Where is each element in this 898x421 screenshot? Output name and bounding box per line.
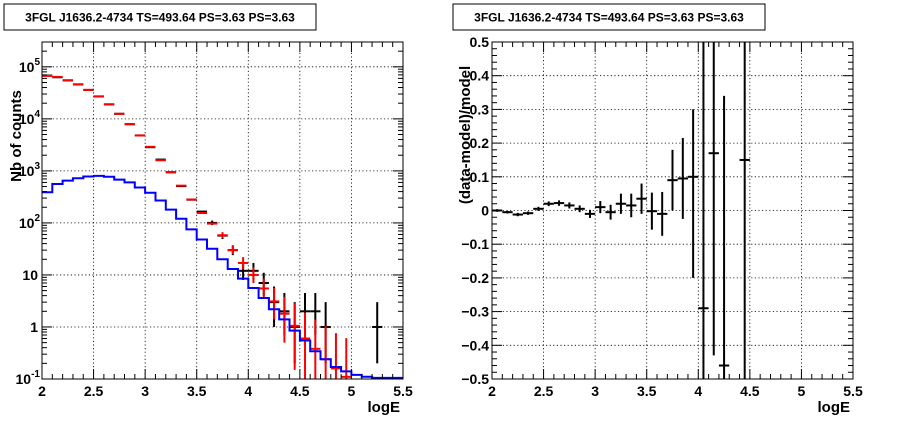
x-tick-labels: 2 2.5 3 3.5 4 4.5 5 5.5	[488, 383, 863, 399]
data-point	[708, 42, 719, 356]
x-tick-label: 5	[348, 383, 356, 399]
data-point	[657, 191, 668, 236]
data-point	[237, 257, 249, 270]
data-point	[299, 312, 311, 379]
y-tick-labels: 10-1 1 10 102 103 104 105	[16, 57, 41, 387]
y-tick-label: −0.1	[461, 236, 489, 252]
data-point	[605, 204, 616, 220]
data-point	[268, 288, 280, 320]
x-tick-label: 5.5	[843, 383, 863, 399]
x-tick-label: 4.5	[290, 383, 310, 399]
data-point	[677, 138, 688, 219]
grid-lines	[42, 42, 403, 379]
data-point	[687, 109, 699, 278]
y-tick-label: 104	[19, 109, 41, 127]
y-tick-label: 105	[19, 57, 41, 75]
data-point	[248, 267, 259, 284]
plot-area	[492, 42, 750, 379]
counts-panel: 10-1 1 10 102 103 104 105 2 2.5 3 3.5 4 4.5 5 5.5 log…	[3, 3, 413, 416]
x-tick-labels: 2 2.5 3 3.5 4 4.5 5 5.5	[38, 383, 413, 399]
axis-ticks	[491, 41, 854, 380]
x-tick-label: 3	[141, 383, 149, 399]
data-point	[626, 193, 637, 218]
data-point	[718, 95, 730, 379]
x-tick-label: 4	[244, 383, 252, 399]
data-point	[330, 333, 342, 379]
data-point	[595, 201, 606, 214]
x-tick-label: 4	[694, 383, 702, 399]
data-point	[584, 209, 596, 218]
x-tick-label: 3.5	[187, 383, 207, 399]
y-tick-label: −0.5	[461, 371, 489, 387]
x-tick-label: 5	[798, 383, 806, 399]
y-tick-label: 0	[481, 203, 489, 219]
x-tick-label: 2	[488, 383, 496, 399]
y-tick-label: 0.5	[470, 34, 490, 50]
data-point	[512, 212, 523, 217]
title-box	[452, 3, 766, 31]
y-tick-label: 0.1	[470, 169, 490, 185]
chart-title: 3FGL J1636.2-4734 TS=493.64 PS=3.63 PS=3…	[25, 11, 295, 25]
axis-ticks	[41, 41, 404, 380]
data-point	[615, 193, 627, 214]
data-point	[502, 210, 513, 214]
y-axis-label: (data-model)/model	[457, 66, 474, 204]
data-point	[533, 206, 544, 211]
title-box	[3, 3, 317, 31]
y-tick-label: 0.3	[470, 101, 490, 117]
data-point	[553, 200, 565, 206]
data-point	[698, 42, 709, 379]
y-tick-label: 102	[19, 213, 41, 231]
data-point	[667, 149, 678, 211]
y-tick-label: −0.3	[461, 304, 489, 320]
y-axis-label: Nb of counts	[8, 90, 25, 182]
x-axis-label: logE	[818, 399, 851, 416]
y-tick-labels: −0.5 −0.4 −0.3 −0.2 −0.1 0 0.1 0.2 0.3 0.4 0.5	[461, 34, 489, 387]
plot-area	[42, 74, 403, 379]
x-tick-label: 3	[591, 383, 599, 399]
data-point	[522, 211, 534, 215]
data-point	[217, 232, 228, 239]
y-tick-label: 0.4	[470, 68, 490, 84]
data-point	[227, 245, 238, 255]
x-axis-label: logE	[368, 399, 401, 416]
chart-title: 3FGL J1636.2-4734 TS=493.64 PS=3.63 PS=3…	[474, 11, 744, 25]
y-tick-label: −0.2	[461, 270, 489, 286]
y-tick-label: 10-1	[16, 369, 41, 387]
y-tick-label: 10	[22, 267, 38, 283]
data-point	[646, 192, 658, 230]
plot-frame	[41, 41, 404, 380]
x-tick-label: 2.5	[534, 383, 554, 399]
data-point	[258, 278, 269, 299]
y-tick-label: 103	[19, 161, 41, 179]
y-tick-label: 1	[30, 319, 38, 335]
x-tick-label: 4.5	[740, 383, 760, 399]
x-tick-label: 2	[38, 383, 46, 399]
data-point	[739, 42, 750, 379]
data-point	[310, 319, 321, 379]
data-point	[543, 201, 554, 207]
y-tick-label: 0.2	[470, 135, 490, 151]
data-point	[574, 205, 585, 213]
data-point	[289, 303, 300, 370]
data-point	[564, 202, 575, 209]
y-tick-label: −0.4	[461, 337, 489, 353]
data-point	[636, 183, 647, 214]
x-tick-label: 3.5	[637, 383, 657, 399]
x-tick-label: 2.5	[84, 383, 104, 399]
model-step-line	[42, 174, 403, 379]
x-tick-label: 5.5	[393, 383, 413, 399]
residual-panel: −0.5 −0.4 −0.3 −0.2 −0.1 0 0.1 0.2 0.3 0.4 0.5 2 2.…	[452, 3, 863, 416]
data-point	[372, 302, 383, 364]
